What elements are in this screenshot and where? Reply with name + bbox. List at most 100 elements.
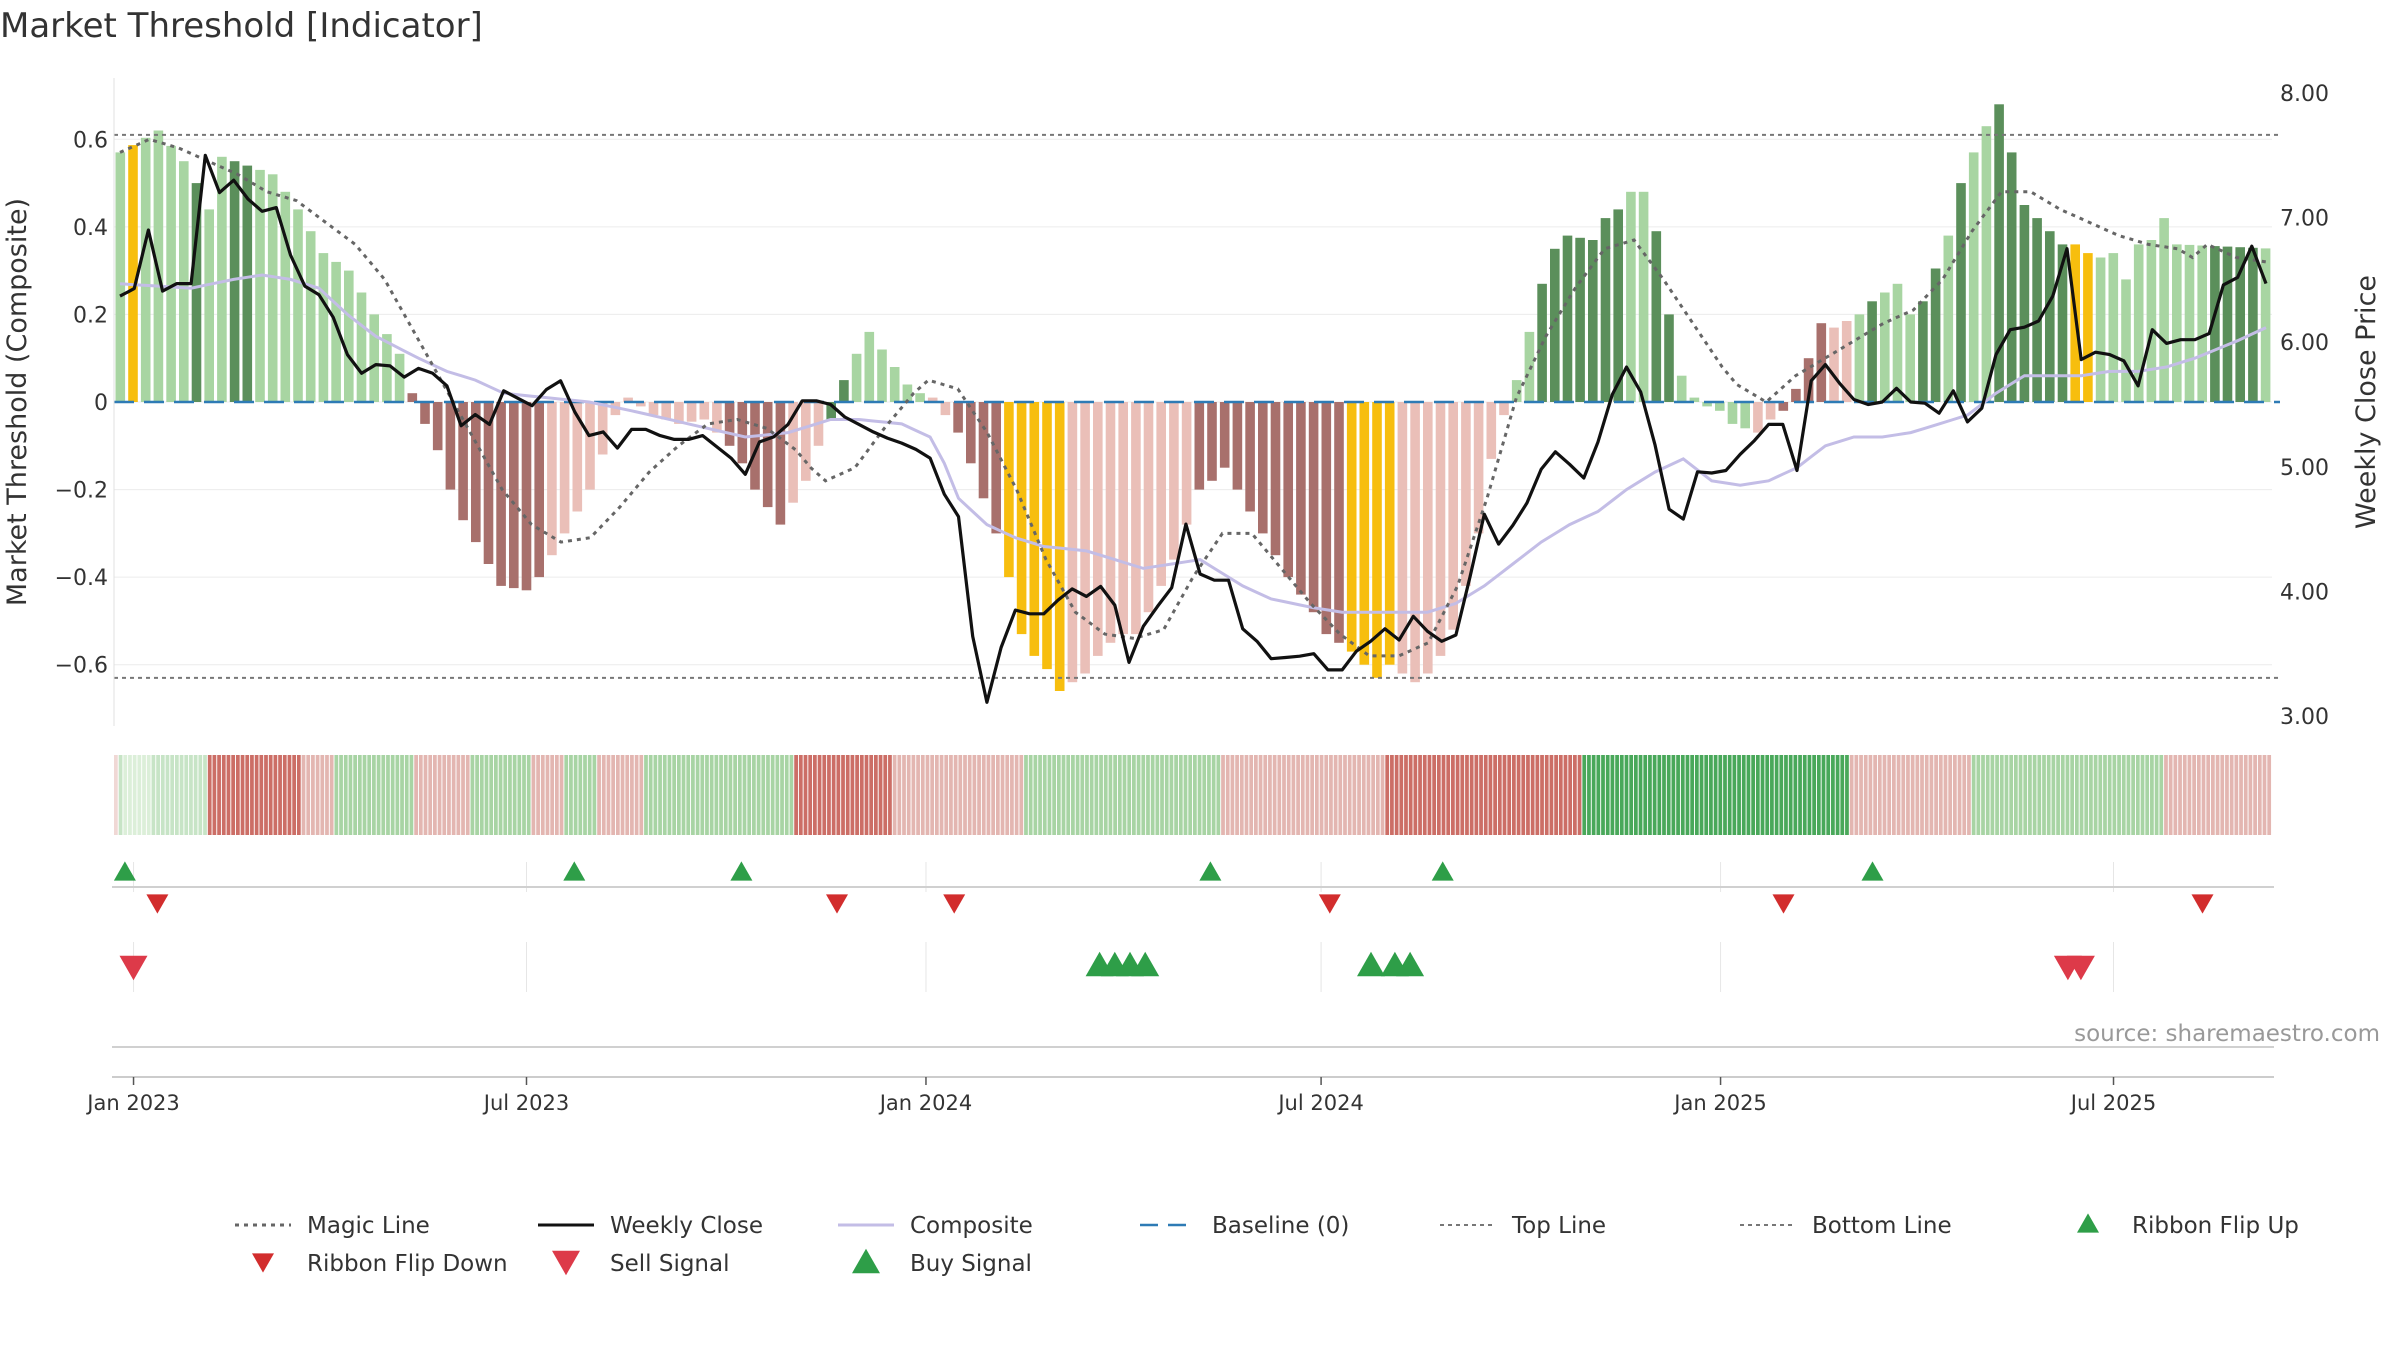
composite-bar (191, 183, 202, 402)
composite-bar (2184, 244, 2195, 402)
ribbon-cell (798, 755, 803, 835)
ribbon-cell (794, 755, 798, 835)
ribbon-cell (564, 755, 569, 835)
ribbon-cell (1990, 755, 1995, 835)
ribbon-cell (1943, 755, 1948, 835)
legend-item: Baseline (0) (1140, 1213, 1349, 1239)
composite-bar (864, 331, 875, 402)
ribbon-cell (1338, 755, 1343, 835)
ribbon-cell (1202, 755, 1207, 835)
ribbon-cell (2164, 755, 2168, 835)
ribbon-cell (1957, 755, 1962, 835)
ribbon-cell (723, 755, 728, 835)
composite-bar (509, 402, 519, 589)
ribbon-cell (1967, 755, 1971, 835)
composite-bar (927, 397, 938, 402)
composite-bar (1397, 402, 1408, 674)
composite-bar (1880, 292, 1890, 402)
composite-bar (1499, 402, 1509, 416)
ribbon-cell (311, 755, 315, 835)
composite-bar (686, 402, 697, 422)
ribbon-cell (1038, 755, 1042, 835)
legend-item: Composite (838, 1213, 1033, 1239)
ribbon-cell (1357, 755, 1361, 835)
ribbon-cell (526, 755, 531, 835)
ribbon-cell (160, 755, 165, 835)
ribbon-cell (1343, 755, 1347, 835)
ribbon-cell (123, 755, 128, 835)
left-tick-label: −0.6 (55, 654, 108, 679)
ribbon-cell (2042, 755, 2046, 835)
ribbon-cell (1605, 755, 1610, 835)
ribbon-flip-up-marker (563, 861, 586, 881)
ribbon-cell (1024, 755, 1028, 835)
legend-label: Bottom Line (1812, 1213, 1952, 1239)
composite-bar (242, 165, 253, 402)
ribbon-cell (1610, 755, 1615, 835)
ribbon-cell (386, 755, 390, 835)
composite-bar (1841, 321, 1852, 402)
ribbon-flip-down-marker (146, 894, 169, 914)
ribbon-cell (2201, 755, 2206, 835)
ribbon-cell (1633, 755, 1638, 835)
composite-bar (1054, 402, 1065, 691)
right-axis-label: Weekly Close Price (2351, 275, 2382, 529)
composite-bar (356, 292, 367, 402)
legend-item: Ribbon Flip Down (307, 1251, 508, 1277)
ribbon-cell (414, 755, 418, 835)
ribbon-cell (296, 755, 301, 835)
legend-item: Top Line (1440, 1213, 1606, 1239)
composite-bar (1778, 402, 1789, 411)
left-tick-label: 0.2 (73, 303, 108, 328)
ribbon-cell (658, 755, 662, 835)
ribbon-cell (2159, 755, 2164, 835)
ribbon-cell (981, 755, 986, 835)
ribbon-cell (2243, 755, 2248, 835)
ribbon-cell (1723, 755, 1727, 835)
ribbon-cell (447, 755, 451, 835)
ribbon-cell (1132, 755, 1136, 835)
composite-bar (1093, 402, 1103, 656)
ribbon-cell (470, 755, 475, 835)
ribbon-cell (498, 755, 503, 835)
ribbon-flip-down-marker (1772, 894, 1795, 914)
ribbon-cell (1441, 755, 1446, 835)
composite-bar (1956, 183, 1966, 402)
ribbon-cell (2051, 755, 2056, 835)
ribbon-cell (536, 755, 540, 835)
ribbon-cell (1221, 755, 1225, 835)
buy-signal-marker (1131, 951, 1160, 977)
ribbon-cell (2215, 755, 2220, 835)
ribbon-cell (1258, 755, 1263, 835)
composite-bar (1232, 402, 1243, 490)
ribbon-cell (695, 755, 700, 835)
ribbon-cell (1291, 755, 1296, 835)
composite-bar (851, 353, 862, 402)
ribbon-cell (1521, 755, 1526, 835)
ribbon-cell (428, 755, 433, 835)
ribbon-cell (1380, 755, 1385, 835)
ribbon-cell (1160, 755, 1164, 835)
ribbon-cell (606, 755, 611, 835)
composite-bar (2057, 244, 2068, 402)
ribbon-cell (1713, 755, 1718, 835)
composite-bar (1600, 218, 1611, 402)
composite-bar (2083, 253, 2093, 402)
composite-bar (2108, 253, 2119, 402)
right-tick-label: 5.00 (2280, 456, 2329, 481)
composite-bar (991, 402, 1001, 534)
ribbon-cell (193, 755, 198, 835)
composite-bar (1207, 402, 1217, 481)
ribbon-cell (1244, 755, 1249, 835)
ribbon-cell (409, 755, 414, 835)
ribbon-cell (1019, 755, 1024, 835)
ribbon-cell (292, 755, 297, 835)
composite-bar (1791, 388, 1801, 402)
ribbon-cell (1235, 755, 1239, 835)
right-tick-label: 4.00 (2280, 580, 2329, 605)
ribbon-cell (817, 755, 822, 835)
ribbon-cell (1873, 755, 1877, 835)
composite-bar (1994, 104, 2004, 403)
ribbon-cell (489, 755, 494, 835)
ribbon-cell (1005, 755, 1010, 835)
